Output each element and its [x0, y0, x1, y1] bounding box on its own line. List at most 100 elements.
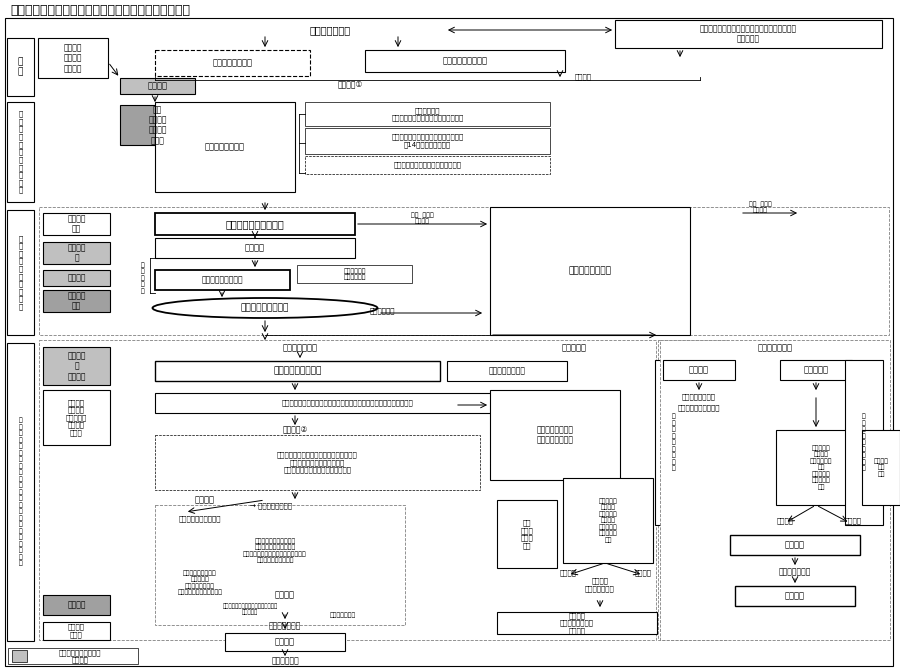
Text: 支援計画の案づくり、サービス調整・調整
ケアマネ・本人・関係機関等
必要により専門機関による二次評価: 支援計画の案づくり、サービス調整・調整 ケアマネ・本人・関係機関等 必要により専… — [277, 452, 358, 474]
Text: 区
分
認
定
調
査
・
審
査
会: 区 分 認 定 調 査 ・ 審 査 会 — [18, 235, 22, 310]
Text: 支援計画
の実施: 支援計画 の実施 — [68, 624, 85, 638]
FancyBboxPatch shape — [155, 270, 290, 290]
Text: 支給必要: 支給必要 — [777, 518, 794, 524]
Text: サービスの実施: サービスの実施 — [778, 568, 811, 576]
Text: サービスの利益・調整: サービスの利益・調整 — [678, 405, 720, 411]
Text: 支給不要: 支給不要 — [634, 570, 652, 576]
FancyBboxPatch shape — [43, 290, 110, 312]
Text: 支援計画は不要: 支援計画は不要 — [758, 344, 793, 352]
FancyBboxPatch shape — [490, 207, 690, 335]
Text: 委託  相談支
援事業者: 委託 相談支 援事業者 — [749, 201, 771, 213]
Text: ケア会議①: ケア会議① — [338, 79, 363, 89]
Text: ア
セ
ス
メ
ン
ト
・
意
向
調
査: ア セ ス メ ン ト ・ 意 向 調 査 — [18, 111, 22, 193]
Text: 申請者と相談支援事業者、保健福祉センターとの支援計画作成の契約: 申請者と相談支援事業者、保健福祉センターとの支援計画作成の契約 — [282, 400, 413, 407]
Text: サ
ー
ビ
ス
調
整
・
支
援
計
画
（
ケ
ア
マ
ネ
ジ
メ
ン
ト
支
援
）: サ ー ビ ス 調 整 ・ 支 援 計 画 （ ケ ア マ ネ ジ メ ン ト … — [19, 417, 23, 566]
Text: 支給管理: 支給管理 — [785, 592, 805, 601]
Text: ケア会議②: ケア会議② — [283, 425, 308, 435]
FancyBboxPatch shape — [43, 595, 110, 615]
FancyBboxPatch shape — [735, 586, 855, 606]
Text: 支給決定
受給者証の発行: 支給決定 受給者証の発行 — [585, 578, 615, 592]
Text: 介護給付: 介護給付 — [689, 366, 709, 374]
FancyBboxPatch shape — [663, 360, 735, 380]
Text: 保健福祉
セン
ター: 保健福祉 セン ター — [874, 458, 888, 477]
FancyBboxPatch shape — [8, 648, 138, 664]
FancyBboxPatch shape — [43, 270, 110, 286]
FancyBboxPatch shape — [43, 390, 110, 445]
FancyBboxPatch shape — [120, 105, 195, 145]
Text: 支援計画（ケアマネジメントの希望）
旧14条給付の希望聴取: 支援計画（ケアマネジメントの希望） 旧14条給付の希望聴取 — [392, 134, 464, 148]
Text: 受給者証の発行: 受給者証の発行 — [330, 612, 356, 618]
Text: 支給決定: 支給決定 — [275, 590, 295, 599]
FancyBboxPatch shape — [155, 505, 405, 625]
FancyBboxPatch shape — [862, 430, 900, 505]
FancyBboxPatch shape — [730, 535, 860, 555]
Text: 相談支援事業者・
保健福祉センター: 相談支援事業者・ 保健福祉センター — [536, 425, 573, 445]
FancyBboxPatch shape — [490, 390, 620, 480]
FancyBboxPatch shape — [305, 128, 550, 154]
FancyBboxPatch shape — [38, 38, 108, 78]
Text: 支援計画の実施: 支援計画の実施 — [269, 621, 302, 631]
Text: 生態
保健福
祉セン
ター: 生態 保健福 祉セン ター — [520, 519, 534, 549]
Text: 調査
（アセス
メント）
の実施: 調査 （アセス メント） の実施 — [148, 105, 166, 145]
FancyBboxPatch shape — [776, 430, 866, 505]
Text: → サービス調整会議: → サービス調整会議 — [250, 503, 292, 509]
Text: 保健福祉センター: 保健福祉センター — [212, 58, 253, 68]
FancyBboxPatch shape — [655, 360, 693, 525]
FancyBboxPatch shape — [615, 20, 882, 48]
Text: 委託相談支援事業者: 委託相談支援事業者 — [443, 56, 488, 66]
Text: サービス利用計画: サービス利用計画 — [682, 394, 716, 401]
FancyBboxPatch shape — [43, 347, 110, 385]
FancyBboxPatch shape — [155, 435, 480, 490]
FancyBboxPatch shape — [7, 38, 34, 96]
FancyBboxPatch shape — [155, 102, 295, 192]
Text: サ
ー
ビ
ス
提
供
事
業
者: サ ー ビ ス 提 供 事 業 者 — [672, 413, 676, 471]
Text: 支給必要: 支給必要 — [560, 570, 577, 576]
Text: 障害程度区分の認定: 障害程度区分の認定 — [241, 303, 289, 313]
FancyBboxPatch shape — [365, 50, 565, 72]
FancyBboxPatch shape — [497, 612, 657, 634]
FancyBboxPatch shape — [43, 622, 110, 640]
FancyBboxPatch shape — [658, 340, 728, 640]
FancyBboxPatch shape — [155, 393, 540, 413]
FancyBboxPatch shape — [155, 50, 310, 76]
Text: 区分認定
調査: 区分認定 調査 — [68, 214, 86, 234]
Text: モニタリング: モニタリング — [271, 656, 299, 666]
Text: は保健福祉センターの
専決事項: は保健福祉センターの 専決事項 — [58, 649, 101, 663]
Text: 保健福祉センター: 保健福祉センター — [569, 266, 611, 276]
Text: 団体単独付を
希望する場合: 団体単独付を 希望する場合 — [343, 268, 365, 280]
Text: 申請代行: 申請代行 — [575, 74, 592, 81]
Text: 訓練等給付: 訓練等給付 — [562, 344, 587, 352]
Text: 保健福祉センター・
更生相談所
コーディネーター
学識経験者・障害団体代表: 保健福祉センター・ 更生相談所 コーディネーター 学識経験者・障害団体代表 — [177, 570, 222, 595]
Text: 支援計画が必要: 支援計画が必要 — [283, 344, 318, 352]
Text: 障害程度区分認定調査: 障害程度区分認定調査 — [226, 219, 284, 229]
FancyBboxPatch shape — [297, 265, 412, 283]
Text: ・地域ネットワーク会議
・地域資源の調整・評価
・ニーズにもとづく新サービスの評価
・障害福祉計画の推進: ・地域ネットワーク会議 ・地域資源の調整・評価 ・ニーズにもとづく新サービスの評… — [243, 538, 307, 563]
Text: 評価指標に
もとづく
個別支援計
画業者定
（製定期間
中の支援計
画）: 評価指標に もとづく 個別支援計 画業者定 （製定期間 中の支援計 画） — [598, 498, 617, 543]
Text: 支援計画
案の策定
（サービス
支給量の
検討）: 支援計画 案の策定 （サービス 支給量の 検討） — [66, 399, 87, 436]
FancyBboxPatch shape — [780, 360, 852, 380]
Text: 支援計画の支給決定: 支援計画の支給決定 — [274, 366, 321, 376]
Text: 申出書・
調査書の
作成支援: 申出書・ 調査書の 作成支援 — [64, 43, 82, 73]
FancyBboxPatch shape — [447, 361, 567, 381]
FancyBboxPatch shape — [43, 213, 110, 235]
Text: サ
ー
ビ
ス
提
供
事
業
者: サ ー ビ ス 提 供 事 業 者 — [862, 413, 866, 471]
Text: 支給不要: 支給不要 — [844, 518, 861, 524]
Text: 支給管理: 支給管理 — [275, 637, 295, 646]
Text: １次判定: １次判定 — [245, 244, 265, 252]
Text: 障害者自立支援法におけるサービス支給決定プロセス: 障害者自立支援法におけるサービス支給決定プロセス — [10, 3, 190, 17]
FancyBboxPatch shape — [5, 18, 893, 666]
FancyBboxPatch shape — [155, 361, 440, 381]
FancyBboxPatch shape — [497, 500, 557, 568]
Text: 申請受付: 申請受付 — [148, 81, 167, 91]
Text: 委託  相談支
援事業者: 委託 相談支 援事業者 — [410, 212, 434, 224]
FancyBboxPatch shape — [39, 340, 656, 640]
Text: 認定審査
会: 認定審査 会 — [68, 244, 86, 263]
FancyBboxPatch shape — [305, 156, 550, 174]
Text: 利用者・家族等: 利用者・家族等 — [310, 25, 351, 35]
Text: 暫定支給決定: 暫定支給決定 — [369, 308, 395, 314]
FancyBboxPatch shape — [7, 343, 34, 641]
FancyBboxPatch shape — [43, 242, 110, 264]
Text: 介護給付: 介護給付 — [195, 495, 215, 505]
Text: 相
談: 相 談 — [18, 57, 23, 76]
Text: 評価指標に
もとづく
個別支援計画
策定
（製定期間
中の支援計
画）: 評価指標に もとづく 個別支援計画 策定 （製定期間 中の支援計 画） — [810, 445, 832, 490]
